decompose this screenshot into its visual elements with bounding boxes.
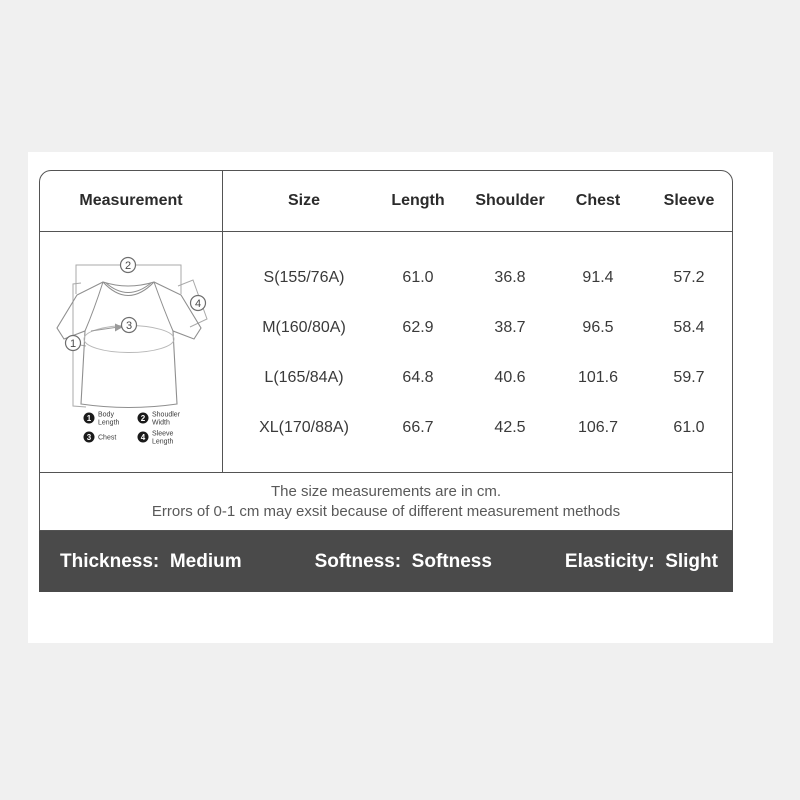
legend-number-2: 2 (141, 414, 146, 423)
table-row: L(165/84A) 64.8 40.6 101.6 59.7 (223, 353, 732, 403)
tshirt-outline (56, 281, 202, 409)
legend-label-4-line2: Length (152, 439, 174, 446)
shoulder-cell: 42.5 (494, 419, 526, 436)
length-cell: 64.8 (402, 369, 434, 386)
callout-4-number: 4 (195, 298, 201, 310)
size-cell: XL(170/88A) (259, 419, 349, 436)
measurement-header-label: Measurement (79, 192, 183, 209)
callout-3-circle (120, 316, 138, 334)
attribute-softness: Softness: Softness (314, 550, 492, 572)
legend-bullet-4 (137, 431, 149, 443)
legend-item-3: 3 Chest (83, 431, 116, 443)
legend-label-2-line2: Width (152, 420, 170, 427)
note-line-1: The size measurements are in cm. (270, 483, 502, 500)
sleeve-cell: 58.4 (673, 319, 705, 336)
legend-label-3-line1: Chest (98, 435, 116, 442)
length-cell: 66.7 (402, 419, 434, 436)
attribute-bar: Thickness: Medium Softness: Softness Ela… (39, 531, 733, 592)
attribute-thickness: Thickness: Medium (60, 550, 242, 572)
collar-inner-line (105, 282, 152, 293)
body-length-tick (79, 344, 87, 347)
chest-arrow-line (90, 327, 116, 332)
legend-item-1: 1 Body Length (83, 412, 120, 427)
legend-item-4: 4 Sleeve Length (137, 431, 174, 446)
length-cell: 62.9 (402, 319, 434, 336)
shoulder-cell: 38.7 (494, 319, 526, 336)
callout-4-circle (189, 294, 207, 312)
chest-cell: 106.7 (577, 419, 619, 436)
size-table-body: S(155/76A) 61.0 36.8 91.4 57.2 M(160/80A… (223, 232, 732, 472)
legend-item-2: 2 Shoudler Width (137, 412, 181, 427)
callout-3-number: 3 (126, 320, 132, 332)
legend-bullet-2 (137, 412, 149, 424)
column-headers-row: Size Length Shoulder Chest Sleeve (223, 171, 732, 232)
sleeve-cell: 59.7 (673, 369, 705, 386)
legend-bullet-3 (83, 431, 95, 443)
chest-cell: 91.4 (582, 269, 614, 286)
column-header-sleeve: Sleeve (663, 192, 715, 209)
column-header-shoulder: Shoulder (475, 192, 545, 209)
attribute-elasticity: Elasticity: Slight (564, 550, 718, 572)
size-cell: S(155/76A) (263, 269, 345, 286)
legend-label-1-line2: Length (98, 420, 120, 427)
chest-arrow-head (115, 323, 123, 332)
sleeve-cell: 61.0 (673, 419, 705, 436)
sleeve-cell: 57.2 (673, 269, 705, 286)
callout-1-number: 1 (70, 338, 76, 350)
table-row: S(155/76A) 61.0 36.8 91.4 57.2 (223, 253, 732, 303)
callout-1-circle (64, 334, 82, 352)
chest-cell: 96.5 (582, 319, 614, 336)
tshirt-diagram: 1 2 3 4 1 Body Length (56, 256, 208, 446)
legend-label-1-line1: Body (98, 412, 114, 419)
legend-label-2-line1: Shoudler (152, 412, 181, 419)
shoulder-cell: 36.8 (494, 269, 526, 286)
legend-label-4-line1: Sleeve (152, 431, 174, 438)
column-header-chest: Chest (575, 192, 621, 209)
right-sleeve-seam (153, 281, 174, 332)
callout-2-number: 2 (125, 260, 131, 272)
legend-number-1: 1 (87, 414, 92, 423)
column-header-size: Size (287, 192, 321, 209)
shoulder-cell: 40.6 (494, 369, 526, 386)
note-line-2: Errors of 0-1 cm may exsit because of di… (151, 503, 621, 520)
left-sleeve-seam (84, 281, 104, 332)
measurement-header-cell: Measurement (40, 171, 223, 232)
callout-2-circle (119, 256, 137, 274)
collar-outer-line (102, 281, 155, 296)
size-cell: L(165/84A) (264, 369, 344, 386)
column-header-length: Length (391, 192, 445, 209)
legend-number-4: 4 (141, 433, 146, 442)
legend-bullet-1 (83, 412, 95, 424)
table-row: M(160/80A) 62.9 38.7 96.5 58.4 (223, 303, 732, 353)
note-section: The size measurements are in cm. Errors … (40, 472, 732, 530)
size-cell: M(160/80A) (262, 319, 346, 336)
legend-number-3: 3 (87, 433, 92, 442)
size-chart-card: Measurement Size Length Shoulder Chest S… (39, 170, 733, 531)
table-row: XL(170/88A) 66.7 42.5 106.7 61.0 (223, 403, 732, 453)
chest-cell: 101.6 (577, 369, 619, 386)
length-cell: 61.0 (402, 269, 434, 286)
content-panel: Measurement Size Length Shoulder Chest S… (28, 152, 773, 643)
tshirt-diagram-cell: 1 2 3 4 1 Body Length (40, 232, 223, 472)
